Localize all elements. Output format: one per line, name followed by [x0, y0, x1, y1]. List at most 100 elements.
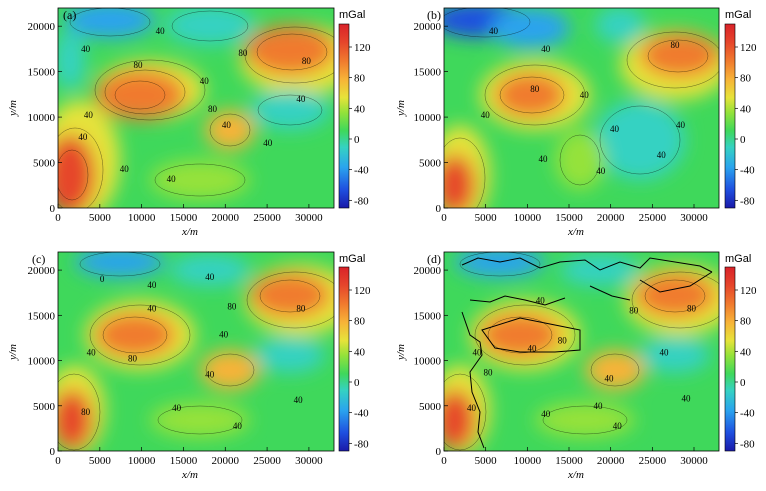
- contour-label: 40: [541, 44, 551, 54]
- colorbar-tick-label: 0: [354, 134, 360, 146]
- contour-label: 80: [687, 304, 697, 314]
- colorbar-unit: mGal: [725, 253, 751, 265]
- contour-label: 40: [613, 421, 623, 431]
- y-tick-label: 20000: [28, 265, 56, 277]
- contour-label: 80: [629, 306, 639, 316]
- x-tick-label: 10000: [514, 212, 542, 224]
- x-tick-label: 20000: [212, 212, 240, 224]
- contour-label: 40: [172, 403, 182, 413]
- contour-label: 40: [481, 110, 491, 120]
- colorbar-tick-label: 40: [740, 346, 752, 358]
- colorbar-tick-label: 80: [354, 73, 366, 85]
- y-ticks: 0 5000 10000 15000 20000: [414, 265, 448, 458]
- contour-label: 40: [467, 403, 477, 413]
- contour-label: 0: [100, 274, 105, 284]
- contour-label: 40: [676, 120, 686, 130]
- x-tick-label: 25000: [639, 212, 667, 224]
- x-tick-label: 20000: [212, 455, 240, 467]
- contour-label: 40: [660, 347, 670, 357]
- colorbar: mGal 120 80 40 0 -40 -80: [724, 9, 757, 209]
- colorbar-tick-label: 120: [740, 42, 757, 54]
- heatmap-blobs: [444, 8, 719, 208]
- y-tick-label: 20000: [414, 21, 442, 33]
- panel-c: (c) 0 40 40 40 80 80 40 80 40 40 40 40 80 40 0 5000 100…: [7, 251, 371, 481]
- x-tick-label: 30000: [295, 455, 323, 467]
- x-ticks: 0 5000 10000 15000 20000 25000 30000: [55, 204, 323, 224]
- colorbar-tick-label: 120: [354, 42, 371, 54]
- y-tick-label: 15000: [414, 310, 442, 322]
- colorbar-tick-label: 80: [740, 73, 752, 85]
- colorbar-tick-label: -40: [740, 408, 755, 420]
- panel-label: (c): [32, 252, 45, 266]
- x-tick-label: 25000: [253, 212, 281, 224]
- x-tick-label: 10000: [514, 455, 542, 467]
- colorbar-gradient: [724, 23, 736, 209]
- y-tick-label: 20000: [28, 21, 56, 33]
- y-tick-label: 15000: [28, 310, 56, 322]
- y-tick-label: 5000: [33, 401, 56, 413]
- y-tick-label: 10000: [28, 112, 56, 124]
- colorbar: mGal 120 80 40 0 -40 -80: [338, 253, 371, 452]
- outline-boundary: [461, 257, 713, 449]
- colorbar-tick-label: 40: [354, 103, 366, 115]
- colorbar-ticks: 120 80 40 0 -40 -80: [349, 285, 371, 450]
- y-tick-label: 10000: [414, 356, 442, 368]
- contour-label: 40: [610, 124, 620, 134]
- contours: [444, 8, 719, 208]
- contour-label: 80: [558, 336, 568, 346]
- contour-label: 40: [84, 110, 94, 120]
- contours: [444, 252, 719, 451]
- colorbar-unit: mGal: [725, 9, 751, 21]
- contour-label: 40: [539, 154, 549, 164]
- contour-label: 40: [294, 395, 304, 405]
- panel-b: (b) 40 80 40 80 40 40 40 40 40 40 40 0 5000 10000 150…: [395, 7, 757, 238]
- colorbar-unit: mGal: [339, 9, 365, 21]
- colorbar-tick-label: 40: [354, 346, 366, 358]
- panel-a: (a) 40 40 80 40 80 40 80 40 40 40 40 40 80 40 0 5000 10…: [7, 7, 371, 238]
- colorbar-ticks: 120 80 40 0 -40 -80: [349, 42, 371, 207]
- contour-label: 80: [128, 353, 138, 363]
- y-tick-label: 0: [50, 446, 56, 458]
- contours: [58, 252, 334, 451]
- heatmap-c: [58, 252, 334, 451]
- contour-label: 40: [580, 90, 590, 100]
- y-tick-label: 10000: [414, 112, 442, 124]
- x-axis-title: x/m: [181, 226, 198, 238]
- colorbar: mGal 120 80 40 0 -40 -80: [338, 9, 371, 209]
- contour-label: 40: [167, 174, 177, 184]
- x-tick-label: 0: [441, 455, 447, 467]
- x-tick-label: 5000: [475, 455, 498, 467]
- contour-label: 40: [120, 164, 130, 174]
- y-ticks: 0 5000 10000 15000 20000: [414, 21, 448, 215]
- colorbar-unit: mGal: [339, 253, 365, 265]
- contour-label: 40: [473, 347, 483, 357]
- x-tick-label: 0: [55, 455, 61, 467]
- contour-label: 80: [208, 104, 218, 114]
- y-axis-title: y/m: [7, 100, 19, 117]
- plot-frame: [443, 7, 720, 209]
- colorbar-tick-label: -80: [740, 195, 755, 207]
- contour-label: 40: [596, 166, 606, 176]
- plot-frame: [57, 251, 335, 452]
- colorbar: mGal 120 80 40 0 -40 -80: [724, 253, 757, 452]
- colorbar-ticks: 120 80 40 0 -40 -80: [735, 285, 757, 450]
- x-tick-label: 30000: [295, 212, 323, 224]
- heatmap-blobs: [58, 8, 334, 208]
- x-ticks: 0 5000 10000 15000 20000 25000 30000: [441, 447, 708, 467]
- colorbar-tick-label: 40: [740, 103, 752, 115]
- contour-label: 40: [147, 280, 157, 290]
- colorbar-tick-label: -80: [354, 195, 369, 207]
- contour-label: 40: [233, 421, 243, 431]
- contour-label: 80: [671, 40, 681, 50]
- x-tick-label: 30000: [680, 455, 708, 467]
- contour-label: 80: [484, 367, 494, 377]
- y-ticks: 0 5000 10000 15000 20000: [28, 265, 62, 458]
- contour-label: 40: [657, 150, 667, 160]
- contour-label-layer: 0 40 40 40 80 80 40 80 40 40 40 40 80 40: [81, 272, 306, 431]
- heatmap-d: [444, 252, 719, 451]
- x-tick-label: 30000: [680, 212, 708, 224]
- colorbar-tick-label: 0: [354, 377, 360, 389]
